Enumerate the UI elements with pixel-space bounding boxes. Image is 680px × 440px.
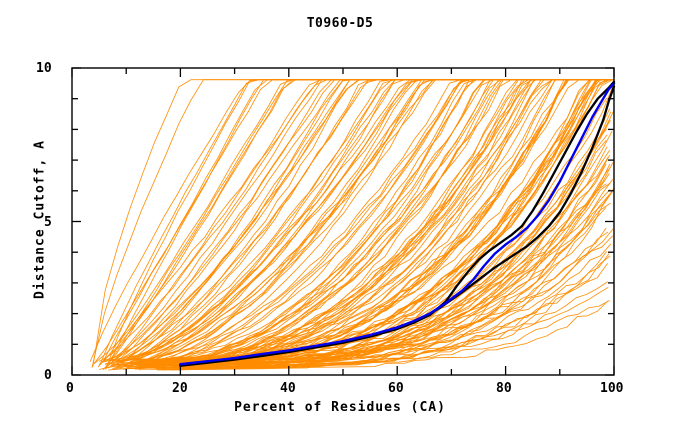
prediction-curve xyxy=(139,79,614,360)
prediction-curve xyxy=(118,79,614,367)
prediction-curves xyxy=(89,79,615,371)
prediction-curve xyxy=(121,79,611,364)
prediction-curve xyxy=(109,79,607,362)
prediction-curve xyxy=(123,79,613,361)
prediction-curve xyxy=(135,79,611,361)
chart-title: T0960-D5 xyxy=(306,16,374,31)
x-tick-label-20: 20 xyxy=(172,381,188,396)
reference-curve-path xyxy=(179,82,616,366)
prediction-curve xyxy=(117,79,614,362)
prediction-curve xyxy=(110,79,614,361)
prediction-curve xyxy=(126,79,608,370)
prediction-curve xyxy=(124,79,608,362)
prediction-curve xyxy=(105,79,609,365)
prediction-curve xyxy=(114,79,610,366)
prediction-curve xyxy=(102,79,613,363)
prediction-curve xyxy=(112,79,609,361)
prediction-curve xyxy=(97,79,610,368)
prediction-curve xyxy=(111,79,613,367)
prediction-curve xyxy=(144,79,614,361)
reference-curve xyxy=(179,82,616,366)
x-tick-label-80: 80 xyxy=(496,381,512,396)
x-tick-label-0: 0 xyxy=(66,381,74,396)
prediction-curve xyxy=(140,79,608,363)
prediction-curve xyxy=(111,79,608,360)
y-tick-label-10: 10 xyxy=(36,61,52,76)
prediction-curve xyxy=(115,79,613,369)
prediction-curve xyxy=(115,79,609,361)
prediction-curve xyxy=(111,79,614,366)
prediction-curve xyxy=(98,79,609,365)
prediction-curve xyxy=(92,79,609,367)
x-tick-label-100: 100 xyxy=(600,381,624,396)
prediction-curve xyxy=(99,79,614,366)
prediction-curve xyxy=(102,79,615,370)
prediction-curve xyxy=(125,79,612,361)
prediction-curve xyxy=(120,79,611,364)
x-axis-label: Percent of Residues (CA) xyxy=(234,400,446,415)
prediction-curve xyxy=(105,79,610,370)
prediction-curve xyxy=(108,79,610,369)
prediction-curve xyxy=(138,79,613,361)
prediction-curve xyxy=(181,300,609,370)
y-tick-label-5: 5 xyxy=(44,215,52,230)
prediction-curve xyxy=(167,300,610,368)
prediction-curve xyxy=(177,179,613,368)
prediction-curve xyxy=(168,140,607,369)
y-tick-label-0: 0 xyxy=(44,368,52,383)
x-tick-label-60: 60 xyxy=(388,381,404,396)
prediction-curve xyxy=(89,79,610,362)
prediction-curve xyxy=(129,79,610,362)
prediction-curve xyxy=(111,79,608,363)
axis-frame xyxy=(71,67,615,376)
prediction-curve xyxy=(187,287,609,362)
prediction-curve xyxy=(138,79,607,371)
prediction-curve xyxy=(107,79,610,365)
x-tick-label-40: 40 xyxy=(280,381,296,396)
prediction-curve xyxy=(105,79,610,369)
prediction-curve xyxy=(103,79,608,361)
prediction-curve xyxy=(94,79,610,364)
prediction-curve xyxy=(93,79,615,364)
prediction-curve xyxy=(91,79,613,368)
prediction-curve xyxy=(127,79,608,368)
prediction-curve xyxy=(112,79,607,369)
